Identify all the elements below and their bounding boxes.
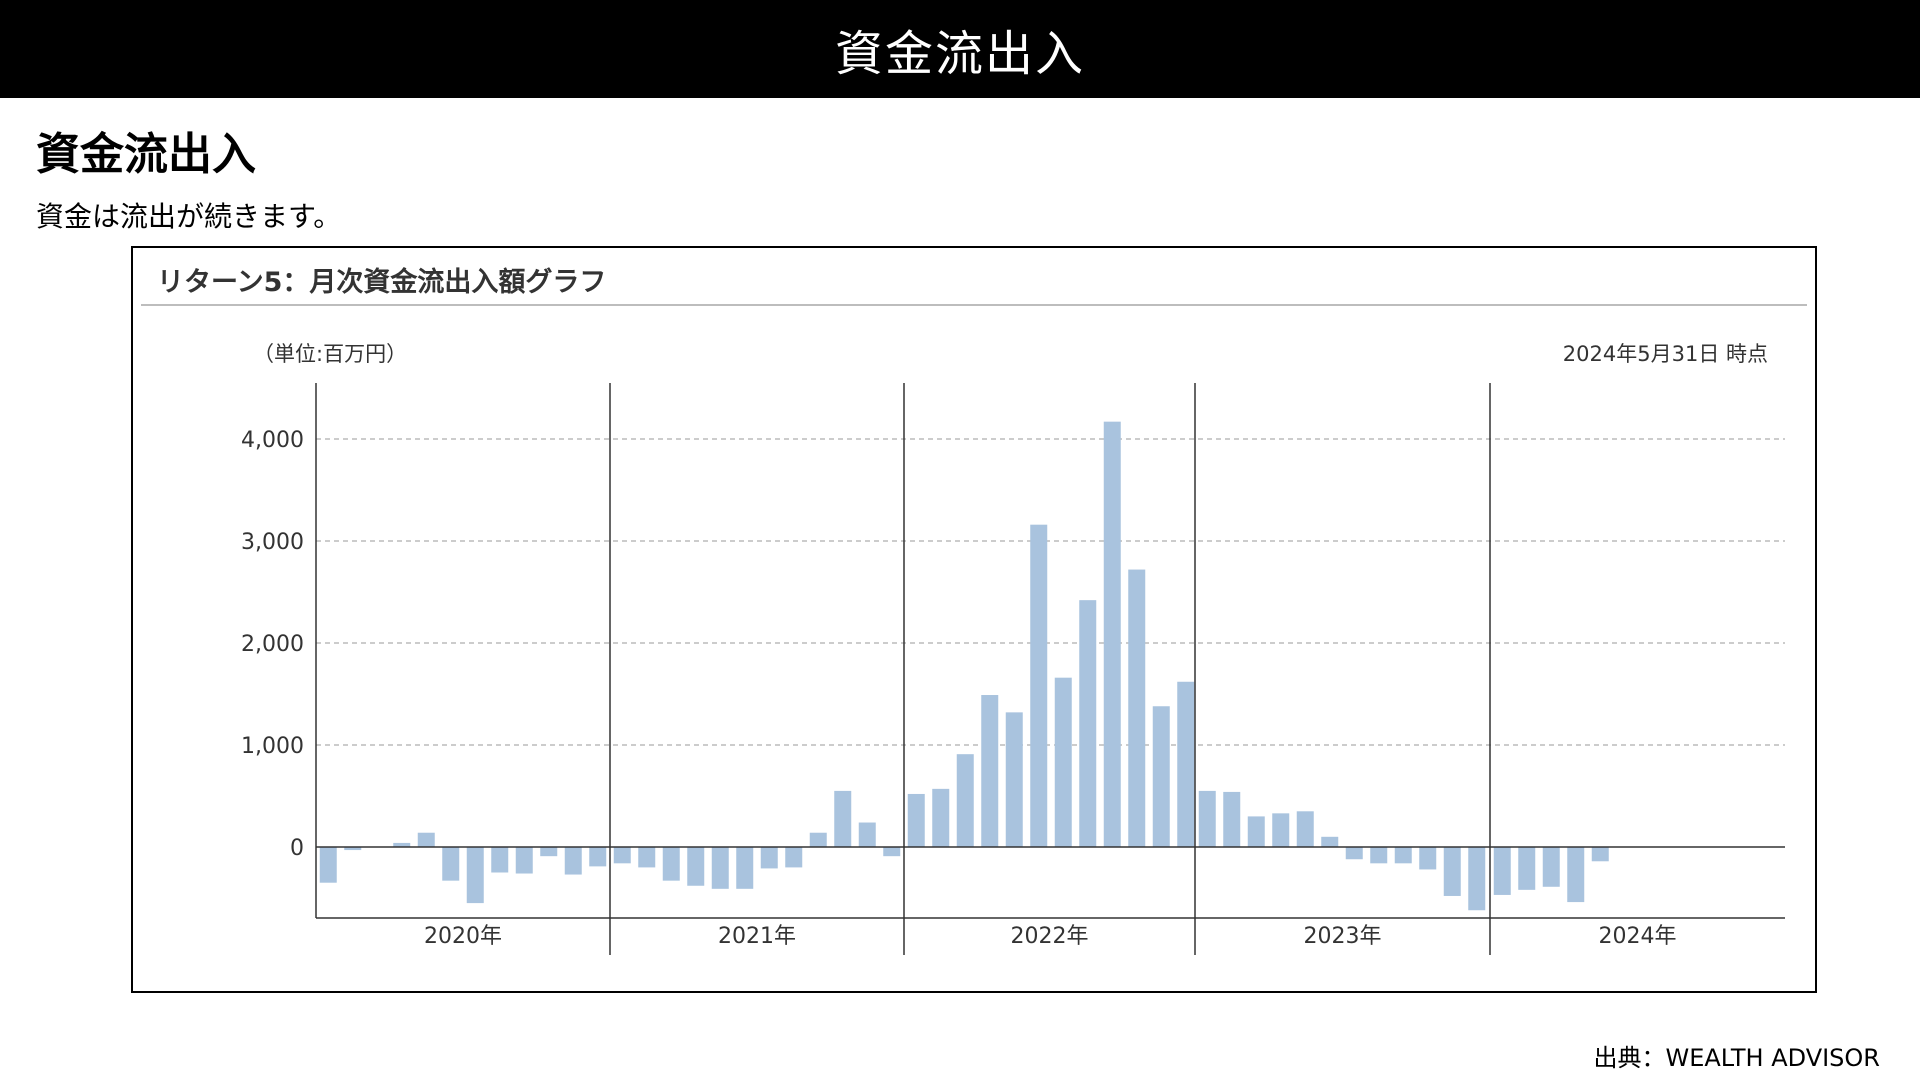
x-year-label: 2023年 — [1304, 924, 1382, 949]
bar — [687, 847, 705, 886]
bar — [466, 847, 484, 904]
bar — [589, 847, 607, 867]
bar — [515, 847, 533, 874]
bar — [1394, 847, 1412, 864]
x-year-label: 2020年 — [424, 924, 502, 949]
y-tick-label: 2,000 — [241, 632, 304, 657]
bar — [491, 847, 509, 873]
bar — [1443, 847, 1461, 896]
axis-labels: 0 1,000 2,000 3,000 4,000 2020年 2021年 2022年 2023… — [241, 428, 1676, 949]
bar — [785, 847, 803, 868]
bar — [319, 847, 337, 883]
x-year-label: 2022年 — [1011, 924, 1089, 949]
bar — [858, 822, 876, 847]
bar — [540, 847, 558, 857]
bar — [1296, 811, 1314, 847]
bar — [932, 788, 950, 847]
header-title: 資金流出入 — [834, 26, 1085, 82]
section-heading: 資金流出入 — [36, 129, 256, 180]
y-tick-label: 1,000 — [241, 734, 304, 759]
bar — [442, 847, 460, 881]
bar — [1345, 847, 1363, 860]
bar — [760, 847, 778, 869]
bar — [1030, 524, 1048, 847]
monthly-flow-bar-chart: （単位:百万円） 2024年5月31日 時点 0 1,000 2,000 3,000 4… — [241, 342, 1785, 955]
axes — [315, 383, 1785, 955]
bar — [1223, 791, 1241, 847]
bar — [1468, 847, 1486, 911]
chart-title-divider — [141, 304, 1807, 306]
bar — [1493, 847, 1511, 895]
gridlines — [316, 438, 1785, 746]
bar — [1198, 790, 1216, 847]
bar — [1247, 816, 1265, 847]
bar — [981, 695, 999, 847]
y-tick-label: 4,000 — [241, 428, 304, 453]
y-tick-label: 0 — [290, 836, 304, 861]
bar — [834, 790, 852, 847]
chart-title: リターン5：月次資金流出入額グラフ — [157, 267, 607, 298]
bar — [1054, 677, 1072, 847]
bar — [907, 793, 925, 847]
x-year-label: 2021年 — [718, 924, 796, 949]
bar — [1567, 847, 1585, 903]
bar — [1103, 421, 1121, 847]
bar — [1272, 813, 1290, 847]
as-of-date: 2024年5月31日 時点 — [1563, 342, 1768, 366]
bar — [1321, 836, 1339, 847]
bar — [1542, 847, 1560, 887]
bar — [1079, 600, 1097, 847]
bar — [344, 847, 362, 851]
bar — [1005, 712, 1023, 847]
unit-label: （単位:百万円） — [253, 342, 407, 366]
source-credit: 出典：WEALTH ADVISOR — [1593, 1044, 1881, 1072]
bar — [1419, 847, 1437, 870]
bar — [662, 847, 680, 881]
bar — [393, 842, 411, 847]
bar — [736, 847, 754, 889]
section-description: 資金は流出が続きます。 — [36, 200, 342, 233]
bar — [1518, 847, 1536, 890]
bar — [1128, 569, 1146, 847]
bar — [883, 847, 901, 857]
bar — [613, 847, 631, 864]
header-bar: 資金流出入 — [0, 0, 1920, 98]
bar — [564, 847, 582, 875]
bar — [1591, 847, 1609, 862]
bar — [417, 832, 435, 847]
bar — [956, 754, 974, 847]
bar — [1152, 706, 1170, 847]
x-year-label: 2024年 — [1599, 924, 1677, 949]
bar — [638, 847, 656, 868]
chart-panel: リターン5：月次資金流出入額グラフ （単位:百万円） 2024年5月31日 時点… — [131, 246, 1817, 993]
bar — [711, 847, 729, 889]
bar — [1370, 847, 1388, 864]
bar — [1177, 681, 1195, 847]
bars — [319, 421, 1609, 911]
y-tick-label: 3,000 — [241, 530, 304, 555]
bar — [809, 832, 827, 847]
